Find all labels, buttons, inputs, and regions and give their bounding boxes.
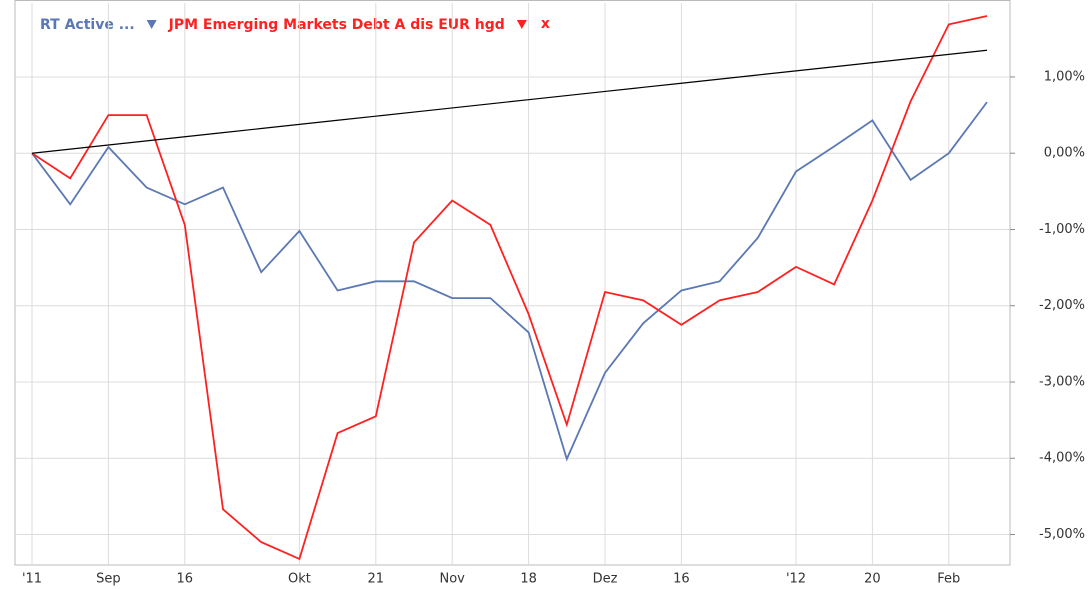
- y-tick-label: -1,00%: [1039, 222, 1085, 237]
- y-tick-label: -3,00%: [1039, 374, 1085, 389]
- x-tick-label: 20: [864, 572, 881, 587]
- series-line: [31, 101, 988, 462]
- series-line: [31, 15, 988, 561]
- x-tick-label: '11: [22, 572, 42, 587]
- x-tick-label: Okt: [288, 572, 311, 587]
- x-tick-label: 16: [177, 572, 194, 587]
- x-tick-label: Dez: [593, 572, 618, 587]
- y-tick-label: -2,00%: [1039, 298, 1085, 313]
- y-tick-label: -4,00%: [1039, 451, 1085, 466]
- y-tick-label: -5,00%: [1039, 527, 1085, 542]
- x-tick-label: '12: [786, 572, 806, 587]
- remove-button[interactable]: x: [541, 16, 550, 32]
- plot-area: [14, 0, 1011, 566]
- x-tick-label: 16: [673, 572, 690, 587]
- x-tick-label: 18: [520, 572, 537, 587]
- x-tick-label: 21: [368, 572, 385, 587]
- legend-entry[interactable]: JPM Emerging Markets Debt A dis EUR hgd: [168, 17, 505, 33]
- dropdown-arrow[interactable]: [146, 20, 157, 29]
- x-tick-label: Nov: [440, 572, 466, 587]
- y-tick-label: 1,00%: [1044, 69, 1085, 84]
- legend-entry[interactable]: RT Active ...: [40, 17, 135, 33]
- x-tick-label: Feb: [937, 572, 960, 587]
- x-tick-label: Sep: [96, 572, 121, 587]
- dropdown-arrow[interactable]: [516, 20, 527, 29]
- legend: RT Active ... JPM Emerging Markets Debt A…: [40, 16, 550, 33]
- series-line: [31, 49, 988, 154]
- y-tick-label: 0,00%: [1044, 146, 1085, 161]
